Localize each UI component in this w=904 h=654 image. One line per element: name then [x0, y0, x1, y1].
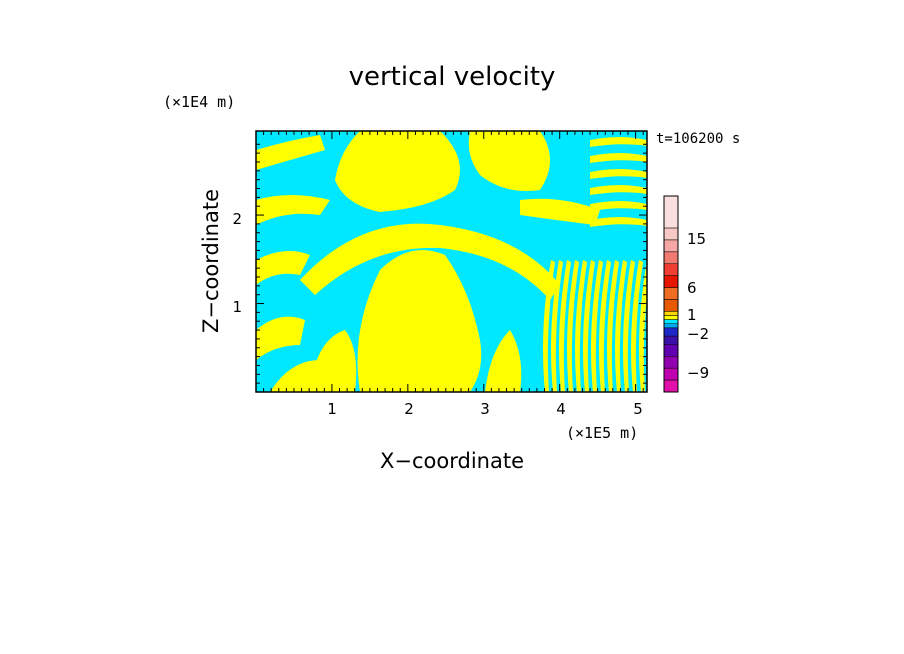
chart-title: vertical velocity	[349, 62, 556, 92]
positive-stripe	[559, 260, 571, 392]
positive-stripe	[590, 153, 647, 163]
colorbar-level-15	[663, 356, 679, 369]
positive-region	[256, 195, 330, 225]
colorbar-level-2	[663, 239, 679, 253]
positive-stripe	[583, 260, 595, 392]
colorbar-level-11	[663, 323, 679, 329]
time-label: t=106200 s	[656, 131, 740, 147]
positive-region	[357, 250, 482, 392]
positive-region	[256, 316, 305, 360]
heatmap-field	[256, 131, 647, 392]
colorbar-level-6	[663, 287, 679, 300]
colorbar-level-3	[663, 251, 679, 265]
colorbar-label-minus2: −2	[687, 325, 709, 343]
positive-velocity-regions	[256, 131, 647, 392]
positive-stripe	[543, 260, 555, 392]
colorbar-frame	[663, 195, 679, 393]
y-axis-label: Z−coordinate	[199, 189, 223, 333]
colorbar-level-5	[663, 275, 679, 288]
positive-stripe	[590, 185, 647, 195]
positive-stripe	[623, 260, 635, 392]
colorbar-label-6: 6	[687, 279, 697, 297]
positive-stripe	[590, 201, 647, 211]
x-axis-label: X−coordinate	[380, 449, 524, 473]
colorbar-level-0	[663, 195, 679, 229]
x-tick-label-2: 2	[404, 400, 414, 418]
y-tick-label-1: 1	[232, 298, 242, 316]
positive-stripe	[590, 169, 647, 179]
positive-stripe	[567, 260, 579, 392]
positive-region	[468, 131, 550, 191]
positive-stripe	[631, 260, 643, 392]
x-tick-label-4: 4	[556, 400, 566, 418]
colorbar-level-13	[663, 335, 679, 345]
positive-stripe	[615, 260, 627, 392]
x-tick-label-5: 5	[633, 400, 643, 418]
y-axis-unit-label: (×1E4 m)	[163, 93, 235, 111]
colorbar-level-4	[663, 263, 679, 276]
positive-stripe	[591, 260, 603, 392]
positive-region	[256, 251, 310, 285]
colorbar-label-minus9: −9	[687, 364, 709, 382]
y-tick-label-2: 2	[232, 210, 242, 228]
positive-region	[256, 135, 325, 170]
colorbar-label-15: 15	[687, 230, 706, 248]
colorbar-level-7	[663, 299, 679, 312]
positive-region	[485, 330, 522, 392]
positive-stripe	[607, 260, 619, 392]
colorbar	[663, 195, 679, 393]
positive-region	[335, 131, 460, 212]
x-tick-label-1: 1	[327, 400, 337, 418]
positive-region	[520, 198, 600, 225]
plot-frame	[255, 130, 648, 393]
positive-stripe	[639, 260, 647, 392]
positive-region	[300, 223, 560, 300]
colorbar-level-17	[663, 379, 679, 393]
x-axis-unit-label: (×1E5 m)	[566, 424, 638, 442]
positive-stripe	[599, 260, 611, 392]
positive-stripe	[551, 260, 563, 392]
x-axis-ticks	[263, 131, 644, 392]
colorbar-level-14	[663, 344, 679, 357]
positive-stripe	[590, 217, 647, 227]
colorbar-level-10	[663, 319, 679, 325]
colorbar-level-16	[663, 367, 679, 381]
x-tick-label-3: 3	[480, 400, 490, 418]
positive-stripe	[575, 260, 587, 392]
colorbar-label-1: 1	[687, 306, 697, 324]
colorbar-level-8	[663, 311, 679, 316]
positive-stripe	[590, 137, 647, 147]
positive-region	[310, 330, 357, 392]
colorbar-level-1	[663, 227, 679, 241]
y-axis-ticks	[256, 143, 647, 384]
colorbar-level-9	[663, 315, 679, 320]
colorbar-level-12	[663, 327, 679, 337]
